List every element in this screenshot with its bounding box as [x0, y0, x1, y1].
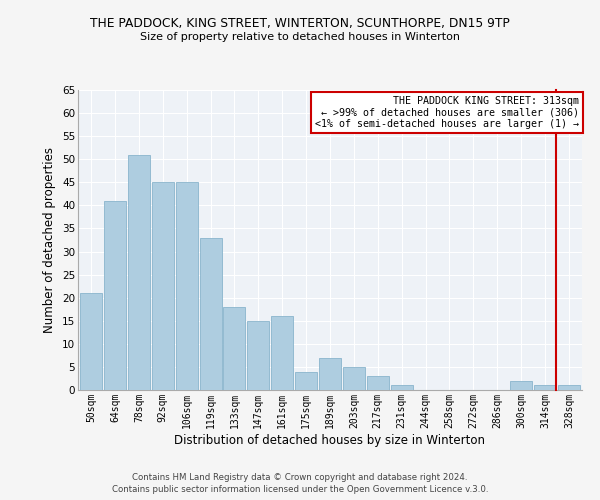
Text: Size of property relative to detached houses in Winterton: Size of property relative to detached ho… [140, 32, 460, 42]
Bar [223, 307, 245, 390]
Bar [558, 386, 580, 390]
Bar [200, 238, 221, 390]
Bar [391, 386, 413, 390]
Bar [271, 316, 293, 390]
Bar [295, 372, 317, 390]
Text: Contains HM Land Registry data © Crown copyright and database right 2024.: Contains HM Land Registry data © Crown c… [132, 472, 468, 482]
Bar [247, 321, 269, 390]
Bar [319, 358, 341, 390]
Text: THE PADDOCK, KING STREET, WINTERTON, SCUNTHORPE, DN15 9TP: THE PADDOCK, KING STREET, WINTERTON, SCU… [90, 18, 510, 30]
Text: Contains public sector information licensed under the Open Government Licence v.: Contains public sector information licen… [112, 485, 488, 494]
Bar [534, 386, 556, 390]
Bar [343, 367, 365, 390]
Bar [128, 154, 150, 390]
Bar [152, 182, 174, 390]
Bar [104, 201, 126, 390]
Bar [176, 182, 197, 390]
Text: THE PADDOCK KING STREET: 313sqm
← >99% of detached houses are smaller (306)
<1% : THE PADDOCK KING STREET: 313sqm ← >99% o… [316, 96, 580, 129]
Y-axis label: Number of detached properties: Number of detached properties [43, 147, 56, 333]
Bar [80, 293, 102, 390]
Bar [510, 381, 532, 390]
Bar [367, 376, 389, 390]
X-axis label: Distribution of detached houses by size in Winterton: Distribution of detached houses by size … [175, 434, 485, 446]
